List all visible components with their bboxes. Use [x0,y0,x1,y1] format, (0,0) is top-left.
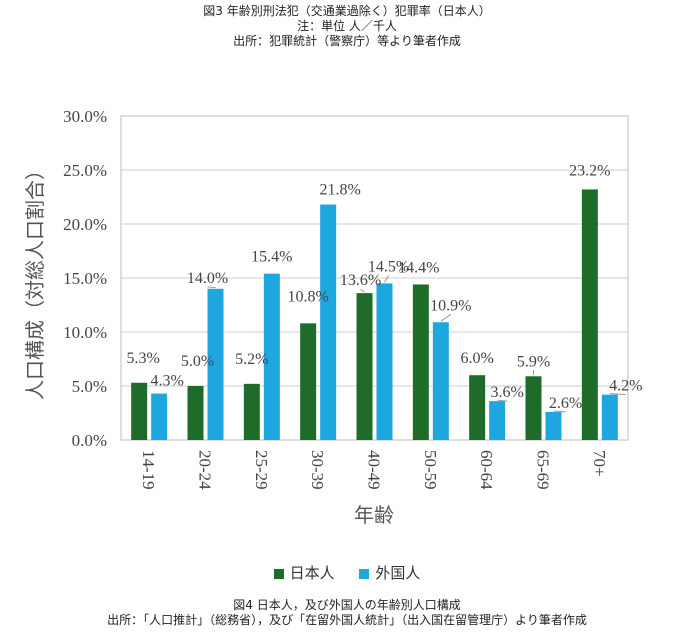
data-label: 21.8% [320,182,361,199]
y-tick-label: 5.0% [72,377,107,396]
figure3-caption-title: 図3 年齢別刑法犯（交通業過除く）犯罪率（日本人） [203,4,491,18]
y-tick-label: 10.0% [63,323,107,342]
bar-foreign-25-29 [263,273,280,440]
figure3-caption-source: 出所：犯罪統計（警察庁）等より筆者作成 [233,34,461,48]
bar-foreign-65-69 [545,411,562,440]
data-label: 4.2% [609,378,642,395]
data-label: 5.3% [127,350,160,367]
bar-japanese-14-19 [131,382,148,440]
data-label: 5.9% [517,353,550,370]
plot-area-border [120,115,629,441]
legend-item-foreign: 外国人 [359,562,420,583]
data-label: 2.6% [549,395,582,412]
leader-line [360,288,365,293]
data-labels: 5.3% 4.3% 5.0% 14.0% 5.2% 15.4% 10.8% 21.8% 13.6… [127,162,643,411]
bar-foreign-20-24 [207,288,224,440]
bar-foreign-40-49 [376,283,393,440]
bar-japanese-50-59 [412,284,429,440]
data-label: 13.6% [340,272,381,289]
bars [131,189,618,440]
y-axis-ticks: 0.0% 5.0% 10.0% 15.0% 20.0% 25.0% 30.0% [63,107,107,450]
bar-foreign-60-64 [489,401,506,440]
data-label: 5.2% [235,351,268,368]
data-label: 23.2% [569,162,610,179]
leader-line [553,410,566,413]
bar-chart: 5.3% 4.3% 5.0% 14.0% 5.2% 15.4% 10.8% 21.8% 13.6… [23,107,643,527]
data-label: 3.6% [491,384,524,401]
bar-foreign-14-19 [151,393,168,440]
gridlines [120,115,629,441]
leader-lines [207,275,626,413]
y-tick-label: 0.0% [72,431,107,450]
legend: 日本人 外国人 [0,562,694,583]
data-label: 10.8% [288,288,329,305]
x-tick-label: 50-59 [421,450,440,490]
x-tick-label: 40-49 [365,450,384,490]
figure4-caption-source: 出所：「人口推計」（総務省），及び「在留外国人統計」（出入国在留管理庁）より筆者… [107,613,587,627]
leader-line [440,313,452,322]
y-tick-label: 15.0% [63,269,107,288]
data-label: 10.9% [430,297,471,314]
x-tick-label: 70+ [590,450,609,477]
figure3-caption-note: 注：単位 人／千人 [297,19,397,33]
y-tick-label: 25.0% [63,161,107,180]
legend-swatch-japanese [273,568,284,579]
data-label: 14.5% [368,258,409,275]
x-tick-label: 20-24 [196,450,215,490]
y-tick-label: 30.0% [63,107,107,126]
data-label: 14.4% [398,259,439,276]
legend-item-japanese: 日本人 [273,562,335,583]
bar-japanese-60-64 [469,375,486,440]
bar-japanese-65-69 [525,376,542,440]
bar-japanese-20-24 [187,386,204,440]
x-axis-title: 年齢 [354,503,394,527]
leader-line [384,275,389,283]
x-axis-ticks: 14-19 20-24 25-29 30-39 40-49 50-59 60-64 65-69… [139,450,609,490]
bar-japanese-70+ [581,189,598,440]
data-label: 6.0% [461,350,494,367]
legend-label-japanese: 日本人 [289,564,335,582]
leader-line [497,399,508,402]
data-label: 14.0% [187,270,228,287]
data-label: 15.4% [251,249,292,266]
bar-japanese-30-39 [300,323,317,440]
x-tick-label: 60-64 [477,450,496,490]
y-axis-title: 人口構成（対総人口割合） [23,160,47,400]
bar-foreign-30-39 [320,204,337,440]
x-tick-label: 30-39 [308,450,327,490]
x-tick-label: 14-19 [139,450,158,490]
bar-foreign-50-59 [432,322,449,440]
x-tick-label: 25-29 [252,450,271,490]
leader-line [207,286,216,289]
data-label: 4.3% [151,373,184,390]
legend-swatch-foreign [359,568,370,579]
figure4-caption-title: 図4 日本人，及び外国人の年齢別人口構成 [233,598,461,612]
legend-label-foreign: 外国人 [375,564,421,582]
bar-foreign-70+ [601,394,618,440]
y-tick-label: 20.0% [63,215,107,234]
leader-line [609,393,626,396]
data-label: 5.0% [181,353,214,370]
bar-japanese-25-29 [243,383,260,440]
x-tick-label: 65-69 [534,450,553,490]
bar-japanese-40-49 [356,293,373,440]
